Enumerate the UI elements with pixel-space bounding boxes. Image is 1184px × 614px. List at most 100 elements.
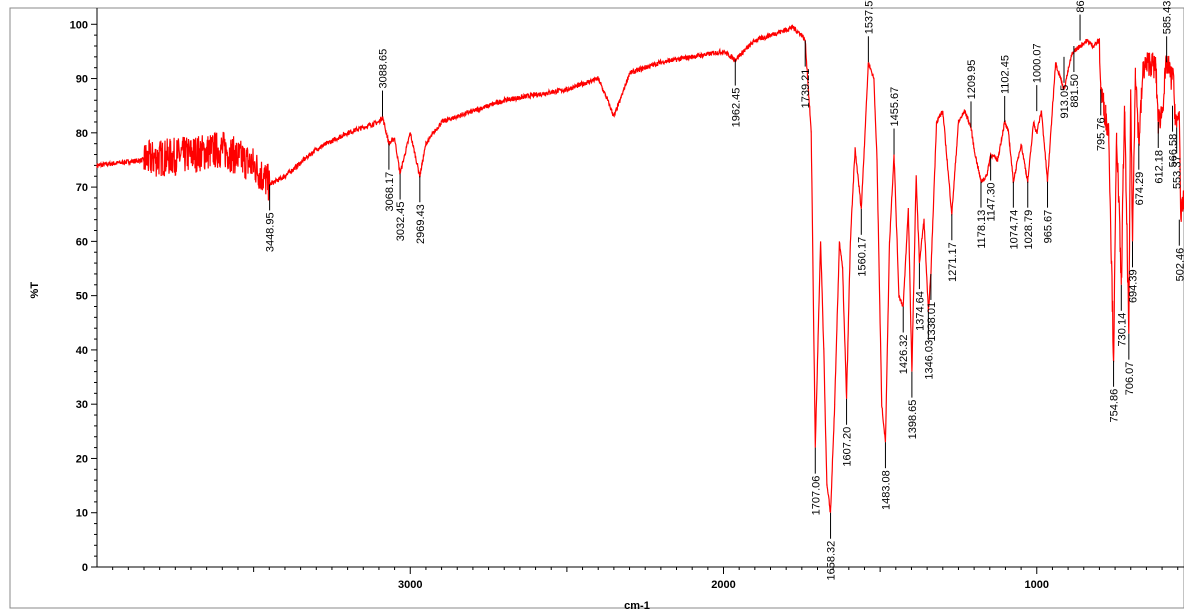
peak-annotation: 965.67: [1043, 181, 1055, 244]
peak-annotation: 1426.32: [898, 306, 910, 374]
peak-label: 881.50: [1069, 74, 1081, 108]
peak-label: 502.46: [1174, 248, 1184, 282]
peak-annotation: 1374.64: [914, 263, 926, 331]
x-tick-label: 3000: [398, 579, 422, 591]
x-tick-label: 1000: [1025, 579, 1049, 591]
peak-annotation: 694.39: [1128, 241, 1140, 303]
peak-label: 3068.17: [384, 172, 396, 212]
peak-annotation: 1607.20: [842, 398, 854, 467]
peak-label: 553.37: [1172, 155, 1184, 189]
peak-label: 913.05: [1059, 85, 1071, 119]
peak-label: 965.67: [1043, 210, 1055, 244]
peak-annotation: 1147.30: [986, 154, 998, 222]
peak-label: 1658.32: [826, 541, 838, 581]
peak-annotation: 1537.57: [863, 0, 875, 63]
y-tick-label: 80: [76, 128, 88, 140]
peak-label: 1398.65: [907, 400, 919, 440]
peak-annotation: 795.76: [1096, 89, 1108, 151]
peak-annotation: 585.43: [1162, 1, 1174, 63]
peak-annotation: 1102.45: [1000, 55, 1012, 122]
peak-label: 3032.45: [395, 202, 407, 242]
peak-annotation: 553.37: [1172, 127, 1184, 189]
peak-annotation: 913.05: [1059, 56, 1071, 119]
peak-label: 1271.17: [947, 242, 959, 282]
peak-label: 754.86: [1109, 389, 1121, 423]
y-tick-label: 10: [76, 508, 88, 520]
peak-annotation: 612.18: [1153, 121, 1165, 184]
y-tick-label: 60: [76, 236, 88, 248]
peak-label: 1707.06: [810, 476, 822, 516]
peak-annotation: 674.29: [1134, 143, 1146, 206]
x-axis-title: cm-1: [624, 600, 650, 612]
y-tick-label: 90: [76, 74, 88, 86]
peak-annotation: 1209.95: [966, 60, 978, 128]
peak-annotation: 881.50: [1069, 45, 1081, 108]
peak-label: 1962.45: [730, 88, 742, 128]
y-tick-label: 0: [82, 562, 88, 574]
peak-annotation: 1000.07: [1032, 43, 1044, 112]
peak-label: 694.39: [1128, 269, 1140, 303]
peak-annotation: 1028.79: [1023, 181, 1035, 250]
peak-label: 1537.57: [863, 0, 875, 34]
peak-annotation: 1560.17: [856, 208, 868, 277]
peak-label: 1147.30: [986, 183, 998, 222]
peak-annotation: 1346.03: [923, 311, 935, 380]
y-tick-label: 30: [76, 399, 88, 411]
peak-label: 1102.45: [1000, 55, 1012, 94]
peak-label: 3088.65: [378, 49, 390, 89]
y-tick-label: 40: [76, 345, 88, 357]
peak-label: 1739.21: [800, 69, 812, 109]
peak-annotation: 3088.65: [378, 49, 390, 117]
peak-annotation: 1271.17: [947, 214, 959, 282]
peak-label: 1455.67: [889, 87, 901, 127]
peak-label: 2969.43: [415, 204, 427, 244]
peak-label: 1338.01: [926, 302, 938, 342]
peak-label: 1426.32: [898, 335, 910, 375]
peak-annotation: 1707.06: [810, 447, 822, 516]
peak-annotation: 861.86: [1075, 0, 1087, 41]
peak-label: 1178.13: [976, 210, 988, 249]
peak-label: 674.29: [1134, 172, 1146, 206]
peak-annotation: 2969.43: [415, 176, 427, 244]
spectrum-line: [96, 24, 1184, 513]
peak-annotation: 1962.45: [730, 59, 742, 128]
peak-annotation: 1178.13: [976, 181, 988, 249]
peak-annotation: 1074.74: [1008, 181, 1020, 250]
y-tick-label: 50: [76, 291, 88, 303]
peak-label: 706.07: [1124, 362, 1136, 396]
plot-border: [9, 7, 1184, 609]
peak-annotation: 1338.01: [926, 273, 938, 342]
peak-annotation: 730.14: [1116, 284, 1128, 347]
peak-label: 612.18: [1153, 150, 1165, 184]
x-tick-label: 2000: [711, 579, 735, 591]
y-tick-label: 20: [76, 453, 88, 465]
peak-label: 1000.07: [1032, 43, 1044, 83]
peak-annotation: 1658.32: [826, 512, 838, 581]
peak-label: 3448.95: [265, 212, 277, 252]
peak-annotation: 1398.65: [907, 371, 919, 440]
peak-label: 1346.03: [923, 340, 935, 380]
peak-label: 861.86: [1075, 0, 1087, 13]
peak-label: 730.14: [1116, 313, 1128, 347]
peak-annotation: 3032.45: [395, 173, 407, 242]
peak-label: 1074.74: [1008, 210, 1020, 250]
peak-annotation: 502.46: [1174, 219, 1184, 282]
peak-label: 585.43: [1162, 1, 1174, 35]
peak-label: 1560.17: [856, 237, 868, 277]
peak-annotation: 1739.21: [800, 40, 812, 109]
y-tick-label: 100: [70, 19, 88, 31]
peak-annotation: 706.07: [1124, 333, 1136, 396]
y-axis-title: %T: [29, 282, 41, 299]
peak-annotation: 3068.17: [384, 143, 396, 212]
peak-label: 1028.79: [1023, 210, 1035, 250]
peak-label: 1483.08: [880, 470, 892, 510]
peak-annotation: 1483.08: [880, 442, 892, 510]
peak-label: 1209.95: [966, 60, 978, 100]
peak-label: 1607.20: [842, 427, 854, 467]
peak-label: 795.76: [1096, 117, 1108, 151]
peak-annotation: 754.86: [1109, 360, 1121, 423]
y-tick-label: 70: [76, 182, 88, 194]
peak-label: 1374.64: [914, 291, 926, 331]
